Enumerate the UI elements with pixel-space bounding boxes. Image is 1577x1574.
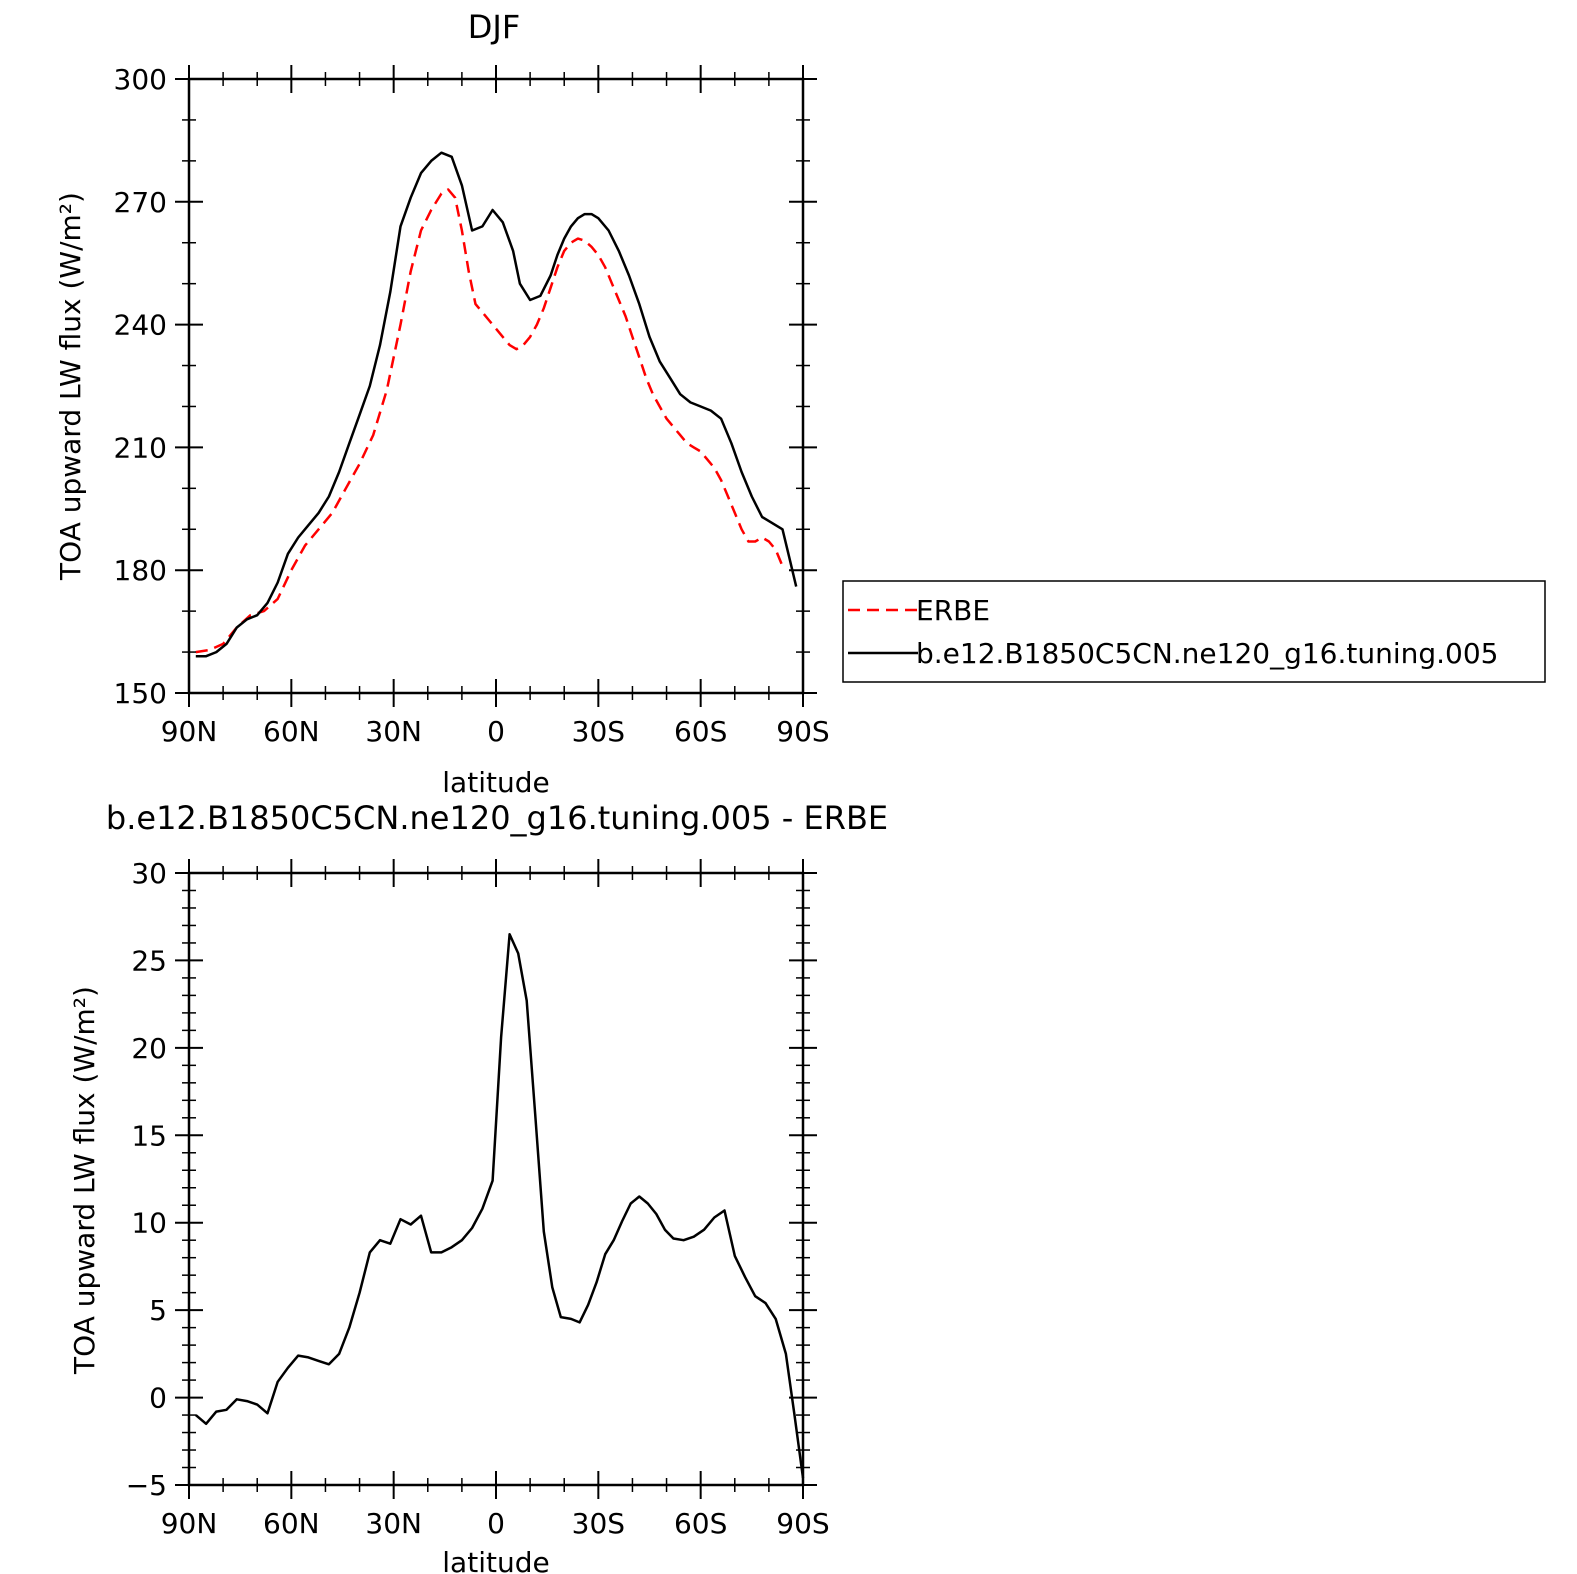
top-series-group bbox=[195, 151, 798, 658]
top-x-tick-label: 60N bbox=[263, 715, 320, 748]
top-y-tick-label: 300 bbox=[114, 63, 167, 96]
bottom-y-ticks: −5 0 5 10 15 20 25 30 bbox=[126, 857, 817, 1502]
top-y-tick-label: 180 bbox=[114, 554, 167, 587]
legend-box bbox=[842, 580, 1546, 683]
bottom-x-tick-label: 90N bbox=[161, 1507, 218, 1540]
bottom-x-tick-label: 30S bbox=[572, 1507, 625, 1540]
legend-label-model: b.e12.B1850C5CN.ne120_g16.tuning.005 bbox=[916, 637, 1499, 670]
top-x-tick-label: 60S bbox=[674, 715, 727, 748]
top-x-tick-label: 90N bbox=[161, 715, 218, 748]
bottom-panel: b.e12.B1850C5CN.ne120_g16.tuning.005 - E… bbox=[68, 799, 888, 1574]
top-x-tick-label: 90S bbox=[776, 715, 829, 748]
bottom-x-tick-label: 60N bbox=[263, 1507, 320, 1540]
bottom-x-tick-label: 0 bbox=[487, 1507, 505, 1540]
bottom-x-tick-label: 90S bbox=[776, 1507, 829, 1540]
top-plot-frame bbox=[187, 77, 805, 695]
top-x-tick-label: 30N bbox=[365, 715, 422, 748]
bottom-y-tick-label: 15 bbox=[131, 1119, 167, 1152]
legend-label-erbe: ERBE bbox=[916, 594, 990, 627]
legend: ERBE b.e12.B1850C5CN.ne120_g16.tuning.00… bbox=[842, 580, 1546, 683]
top-series-line-1 bbox=[195, 151, 798, 658]
bottom-y-tick-label: 5 bbox=[149, 1294, 167, 1327]
bottom-plot-frame bbox=[187, 871, 805, 1487]
bottom-y-tick-label: 30 bbox=[131, 857, 167, 890]
bottom-y-tick-label: −5 bbox=[126, 1469, 167, 1502]
bottom-y-tick-label: 20 bbox=[131, 1032, 167, 1065]
bottom-x-axis-label: latitude bbox=[442, 1546, 549, 1574]
top-series-line-0 bbox=[195, 188, 784, 654]
top-y-tick-label: 240 bbox=[114, 309, 167, 342]
bottom-x-tick-label: 30N bbox=[365, 1507, 422, 1540]
top-x-ticks: 90N 60N 30N 0 30S 60S 90S bbox=[161, 65, 830, 748]
top-y-tick-label: 150 bbox=[114, 677, 167, 710]
top-plot-area bbox=[195, 151, 798, 658]
top-y-axis-label: TOA upward LW flux (W/m²) bbox=[54, 192, 87, 581]
bottom-y-tick-label: 25 bbox=[131, 944, 167, 977]
top-x-tick-label: 0 bbox=[487, 715, 505, 748]
bottom-panel-title: b.e12.B1850C5CN.ne120_g16.tuning.005 - E… bbox=[106, 799, 888, 837]
bottom-x-ticks: 90N 60N 30N 0 30S 60S 90S bbox=[161, 859, 830, 1540]
bottom-series-line-0 bbox=[194, 932, 805, 1479]
top-y-tick-label: 210 bbox=[114, 431, 167, 464]
top-x-tick-label: 30S bbox=[572, 715, 625, 748]
bottom-x-tick-label: 60S bbox=[674, 1507, 727, 1540]
top-x-axis-label: latitude bbox=[442, 766, 549, 799]
bottom-y-tick-label: 10 bbox=[131, 1207, 167, 1240]
bottom-y-tick-label: 0 bbox=[149, 1382, 167, 1415]
bottom-series-group bbox=[194, 932, 805, 1479]
top-y-ticks: 150 180 210 240 270 300 bbox=[114, 63, 817, 710]
top-y-tick-label: 270 bbox=[114, 186, 167, 219]
bottom-y-axis-label: TOA upward LW flux (W/m²) bbox=[68, 986, 101, 1375]
top-panel-title: DJF bbox=[468, 8, 520, 46]
